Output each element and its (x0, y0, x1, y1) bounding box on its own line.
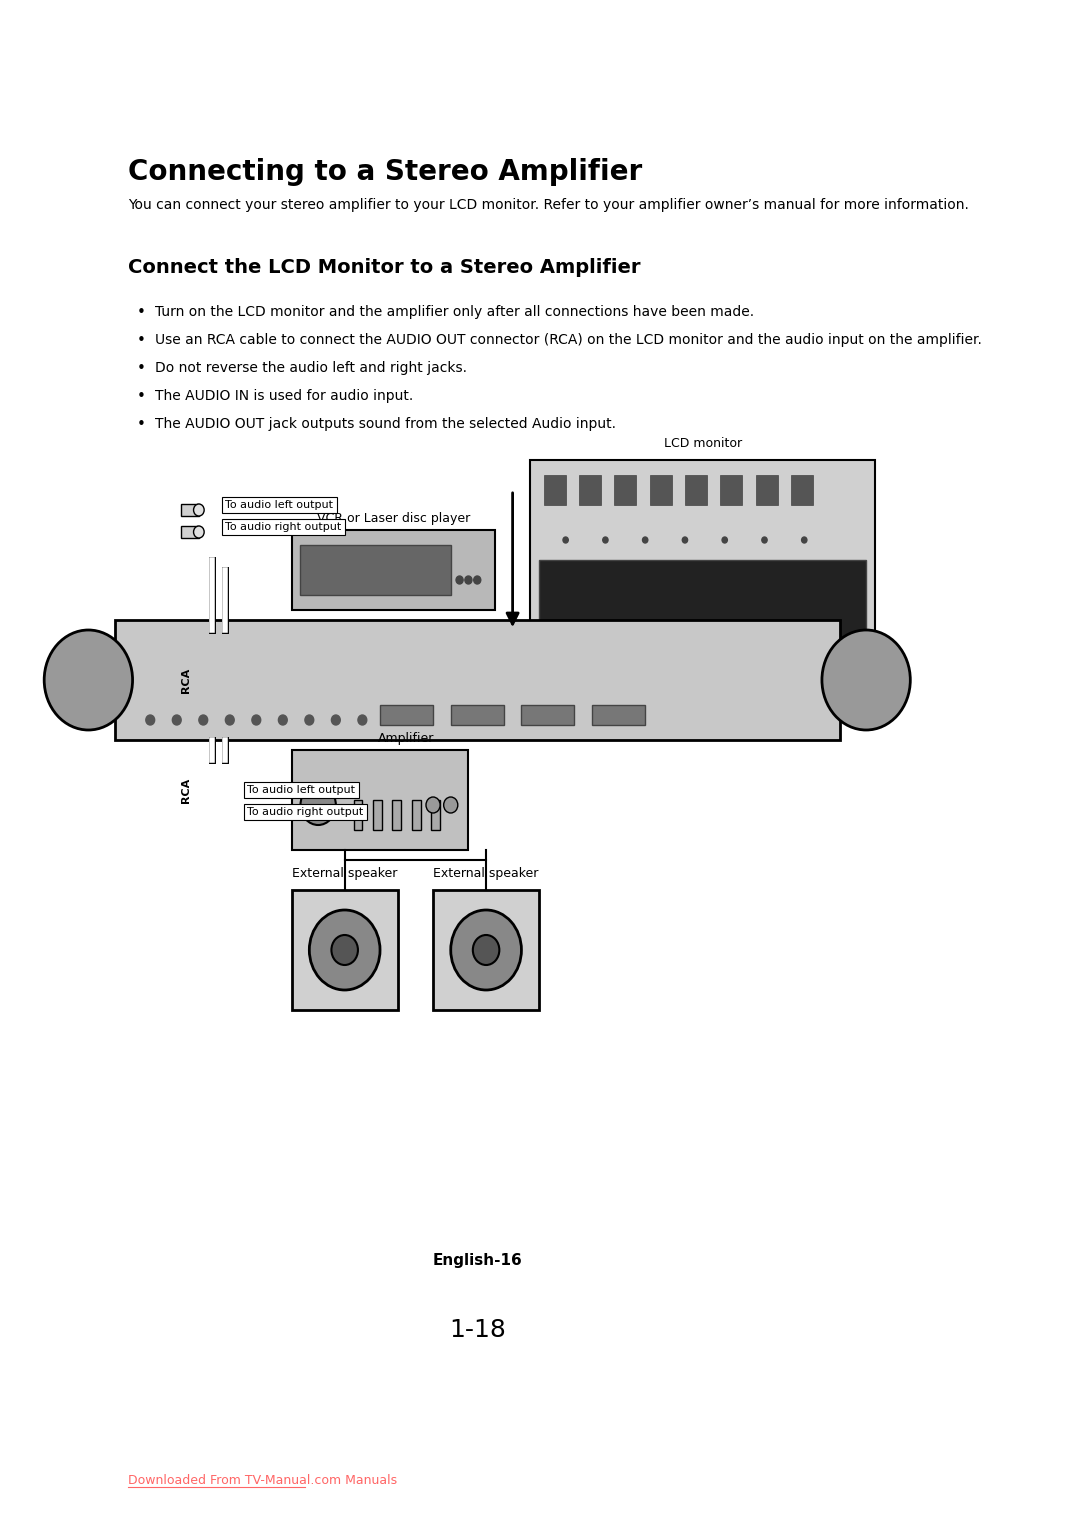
Text: To audio right output: To audio right output (247, 807, 364, 817)
Text: External speaker: External speaker (292, 866, 397, 880)
Bar (579, 475, 600, 504)
Bar (539, 559, 866, 669)
Bar (300, 545, 450, 594)
Text: External speaker: External speaker (433, 866, 539, 880)
Bar (522, 704, 575, 724)
Bar (720, 475, 742, 504)
Circle shape (603, 536, 608, 542)
Circle shape (332, 935, 357, 966)
Text: RCA: RCA (180, 668, 190, 692)
Text: Downloaded From TV-Manual.com Manuals: Downloaded From TV-Manual.com Manuals (129, 1473, 397, 1487)
Bar (649, 475, 672, 504)
Circle shape (44, 630, 133, 730)
Text: Turn on the LCD monitor and the amplifier only after all connections have been m: Turn on the LCD monitor and the amplifie… (154, 306, 754, 319)
Text: The AUDIO OUT jack outputs sound from the selected Audio input.: The AUDIO OUT jack outputs sound from th… (154, 417, 616, 431)
Circle shape (643, 536, 648, 542)
Bar (450, 704, 503, 724)
Circle shape (357, 715, 367, 724)
Text: LCD monitor: LCD monitor (663, 437, 742, 451)
Text: To audio right output: To audio right output (226, 523, 341, 532)
Text: Use an RCA cable to connect the AUDIO OUT connector (RCA) on the LCD monitor and: Use an RCA cable to connect the AUDIO OU… (154, 333, 982, 347)
Bar (791, 475, 813, 504)
Circle shape (193, 526, 204, 538)
Text: •: • (137, 361, 146, 376)
Text: Connect the LCD Monitor to a Stereo Amplifier: Connect the LCD Monitor to a Stereo Ampl… (129, 258, 640, 277)
Circle shape (193, 504, 204, 516)
Circle shape (683, 536, 688, 542)
Circle shape (473, 935, 499, 966)
Bar (433, 889, 539, 1010)
Bar (592, 704, 645, 724)
Bar (543, 475, 566, 504)
Bar (292, 750, 469, 850)
Text: •: • (137, 417, 146, 432)
Circle shape (173, 715, 181, 724)
Circle shape (444, 798, 458, 813)
Text: RCA: RCA (180, 778, 190, 802)
Circle shape (464, 576, 472, 584)
Text: Connecting to a Stereo Amplifier: Connecting to a Stereo Amplifier (129, 157, 643, 186)
Circle shape (723, 536, 727, 542)
Bar (181, 526, 199, 538)
Text: English-16: English-16 (432, 1253, 522, 1268)
Bar (181, 504, 199, 516)
Text: Amplifier: Amplifier (378, 732, 435, 746)
Circle shape (252, 715, 260, 724)
Bar (685, 475, 707, 504)
Bar (380, 704, 433, 724)
Text: To audio left output: To audio left output (226, 500, 334, 510)
Bar (431, 801, 441, 830)
Text: Do not reverse the audio left and right jacks.: Do not reverse the audio left and right … (154, 361, 467, 374)
Circle shape (300, 785, 336, 825)
Text: You can connect your stereo amplifier to your LCD monitor. Refer to your amplifi: You can connect your stereo amplifier to… (129, 199, 969, 212)
Circle shape (822, 630, 910, 730)
Circle shape (474, 576, 481, 584)
Bar (411, 801, 421, 830)
Bar (392, 801, 402, 830)
Text: The AUDIO IN is used for audio input.: The AUDIO IN is used for audio input. (154, 390, 413, 403)
Text: •: • (137, 390, 146, 403)
Circle shape (279, 715, 287, 724)
Bar (292, 530, 495, 610)
Circle shape (801, 536, 807, 542)
Text: VCR or Laser disc player: VCR or Laser disc player (316, 512, 470, 526)
Circle shape (426, 798, 441, 813)
Bar (292, 889, 397, 1010)
Bar (756, 475, 778, 504)
Circle shape (456, 576, 463, 584)
Circle shape (450, 911, 522, 990)
Text: •: • (137, 306, 146, 319)
Circle shape (226, 715, 234, 724)
Circle shape (146, 715, 154, 724)
Circle shape (199, 715, 207, 724)
Circle shape (309, 911, 380, 990)
Bar (114, 620, 839, 740)
Text: 1-18: 1-18 (449, 1319, 505, 1342)
Circle shape (332, 715, 340, 724)
Bar (373, 801, 382, 830)
Bar (530, 460, 875, 680)
Circle shape (761, 536, 767, 542)
Text: To audio left output: To audio left output (247, 785, 355, 795)
Bar (615, 475, 636, 504)
Bar (353, 801, 363, 830)
Text: •: • (137, 333, 146, 348)
Circle shape (305, 715, 314, 724)
Circle shape (563, 536, 568, 542)
